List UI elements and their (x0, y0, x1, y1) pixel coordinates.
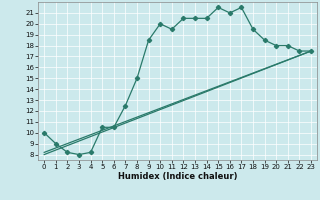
X-axis label: Humidex (Indice chaleur): Humidex (Indice chaleur) (118, 172, 237, 181)
